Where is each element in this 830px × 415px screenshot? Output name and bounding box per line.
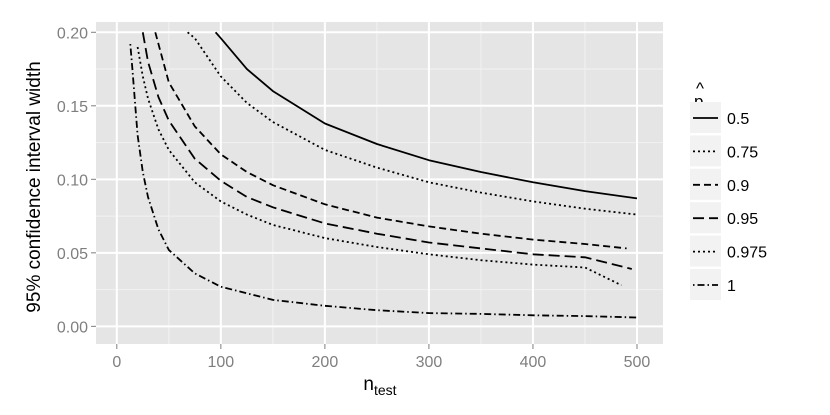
x-tick-label: 0 bbox=[112, 354, 121, 371]
legend-label-2: 0.75 bbox=[727, 144, 758, 161]
x-axis-title-main: n bbox=[363, 374, 374, 395]
legend-title-accent: ^ bbox=[696, 79, 704, 98]
legend-key-2 bbox=[690, 135, 721, 167]
x-axis-title: ntest bbox=[363, 374, 396, 398]
x-tick-label: 100 bbox=[207, 354, 234, 371]
x-axis-title-subscript: test bbox=[374, 382, 397, 398]
y-tick-label: 0.10 bbox=[57, 172, 88, 189]
legend-label-3: 0.9 bbox=[727, 178, 749, 195]
legend-label-5: 0.975 bbox=[727, 245, 767, 262]
legend-key-5 bbox=[690, 235, 721, 267]
panel-background bbox=[96, 22, 663, 344]
series-line-2 bbox=[187, 31, 638, 216]
series-line-6 bbox=[129, 44, 638, 319]
y-axis-ticks: 0.00 0.05 0.10 0.15 0.20 bbox=[57, 25, 96, 336]
series-line-5 bbox=[136, 46, 622, 287]
legend-label-1: 0.5 bbox=[727, 111, 749, 128]
grid-minor bbox=[96, 22, 663, 344]
x-tick-label: 200 bbox=[312, 354, 339, 371]
series-layer bbox=[129, 31, 638, 319]
x-tick-label: 500 bbox=[624, 354, 651, 371]
y-axis-title: 95% confidence interval width bbox=[24, 61, 45, 312]
x-tick-label: 400 bbox=[520, 354, 547, 371]
x-axis-ticks: 0 100 200 300 400 500 bbox=[112, 344, 650, 371]
series-line-4 bbox=[141, 32, 633, 270]
legend-items: 0.5 0.75 0.9 0.95 0.975 1 bbox=[690, 102, 767, 300]
series-line-3 bbox=[154, 32, 627, 250]
legend-label-6: 1 bbox=[727, 278, 736, 295]
legend: ^ p 0.5 0.75 0.9 0.95 0.975 1 bbox=[690, 79, 767, 300]
legend-title: p bbox=[694, 92, 703, 111]
series-line-1 bbox=[214, 31, 638, 200]
x-tick-label: 300 bbox=[416, 354, 443, 371]
y-tick-label: 0.00 bbox=[57, 319, 88, 336]
legend-label-4: 0.95 bbox=[727, 211, 758, 228]
y-tick-label: 0.05 bbox=[57, 246, 88, 263]
y-tick-label: 0.15 bbox=[57, 99, 88, 116]
y-tick-label: 0.20 bbox=[57, 25, 88, 42]
